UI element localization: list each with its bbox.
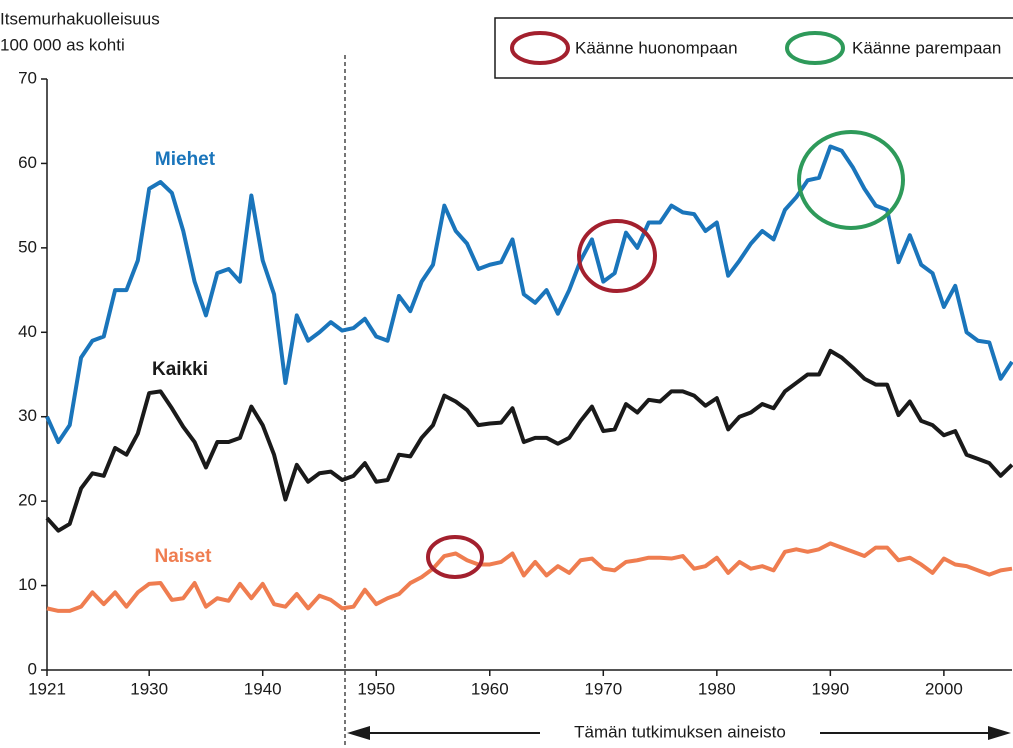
- series-line: [46, 541, 1013, 613]
- x-tick-label: 1940: [244, 679, 282, 698]
- series-line: [45, 144, 1013, 445]
- y-tick-label: 0: [28, 659, 37, 678]
- x-tick-label: 1970: [584, 679, 622, 698]
- y-tick-label: 50: [18, 237, 37, 256]
- x-tick-label: 1960: [471, 679, 509, 698]
- x-tick-label: 1930: [130, 679, 168, 698]
- x-tick-label: 1921: [28, 679, 66, 698]
- x-tick-label: 2000: [925, 679, 963, 698]
- y-tick-label: 60: [18, 153, 37, 172]
- arrow-head: [347, 726, 370, 740]
- highlight-circle: [577, 219, 657, 293]
- series-line: [45, 348, 1013, 533]
- highlight-circle: [426, 535, 484, 579]
- series-label: Kaikki: [152, 359, 208, 380]
- legend-box: [494, 17, 1013, 79]
- legend-swatch: [510, 31, 570, 65]
- y-axis-label: 100 000 as kohti: [0, 35, 125, 54]
- y-tick-label: 30: [18, 406, 37, 425]
- series-label: Naiset: [154, 546, 212, 567]
- legend-label: Käänne huonompaan: [575, 38, 738, 57]
- series-label: Miehet: [155, 149, 216, 170]
- legend-label: Käänne parempaan: [852, 38, 1001, 57]
- x-tick-label: 1990: [811, 679, 849, 698]
- highlight-circle: [797, 130, 905, 230]
- y-axis-label: Itsemurhakuolleisuus: [0, 9, 160, 28]
- y-tick-label: 40: [18, 322, 37, 341]
- range-label: Tämän tutkimuksen aineisto: [574, 722, 786, 741]
- y-tick-label: 70: [18, 68, 37, 87]
- x-tick-label: 1950: [357, 679, 395, 698]
- y-tick-label: 10: [18, 575, 37, 594]
- x-tick-label: 1980: [698, 679, 736, 698]
- range-label-bg: [540, 722, 820, 744]
- arrow-head: [988, 726, 1011, 740]
- y-tick-label: 20: [18, 491, 37, 510]
- legend-swatch: [785, 31, 845, 65]
